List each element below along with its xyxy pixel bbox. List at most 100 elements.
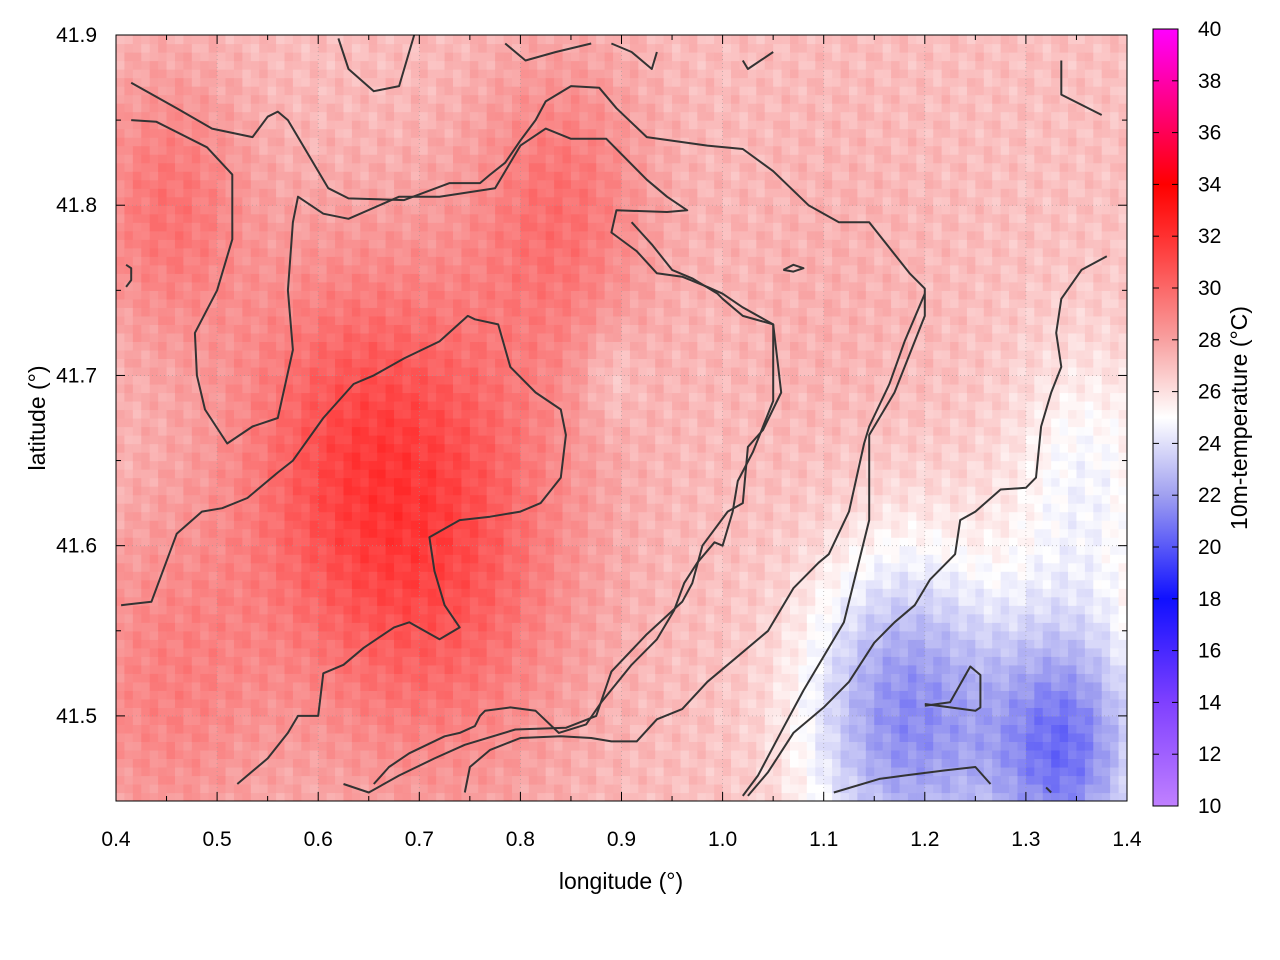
heat-cell <box>570 35 580 45</box>
heat-cell <box>116 324 126 334</box>
heat-cell <box>554 264 564 274</box>
heat-cell <box>124 579 134 589</box>
heat-cell <box>402 60 412 70</box>
heat-cell <box>554 452 564 462</box>
heat-cell <box>469 298 479 308</box>
heat-cell <box>570 571 580 581</box>
heat-cell <box>242 383 252 394</box>
heat-cell <box>250 520 260 530</box>
heat-cell <box>124 698 134 708</box>
heat-cell <box>217 579 227 589</box>
heat-cell <box>183 273 193 283</box>
heat-cell <box>242 469 252 479</box>
heat-cell <box>191 154 201 164</box>
heat-cell <box>520 741 530 751</box>
heat-cell <box>318 103 328 113</box>
heat-cell <box>377 690 387 700</box>
heat-cell <box>478 426 488 436</box>
heat-cell <box>545 435 555 445</box>
heat-cell <box>537 469 547 479</box>
heat-cell <box>453 469 463 479</box>
heat-cell <box>174 486 185 496</box>
heat-cell <box>579 579 589 589</box>
heat-cell <box>174 60 185 70</box>
heat-cell <box>166 469 176 479</box>
heat-cell <box>225 60 235 70</box>
heat-cell <box>495 273 505 283</box>
heat-cell <box>200 94 210 104</box>
heat-cell <box>360 418 370 428</box>
heat-cell <box>284 622 294 632</box>
heat-cell <box>208 273 218 283</box>
heat-cell <box>478 571 488 581</box>
heat-cell <box>537 162 547 172</box>
heat-cell <box>233 758 243 768</box>
heat-cell <box>292 60 302 70</box>
heat-cell <box>335 579 345 589</box>
heat-cell <box>301 673 311 683</box>
heat-cell <box>545 307 555 317</box>
heat-cell <box>191 230 201 240</box>
heat-cell <box>511 222 522 232</box>
heat-cell <box>149 86 159 96</box>
heat-cell <box>570 188 580 198</box>
heat-cell <box>217 554 227 564</box>
heat-cell <box>124 77 134 87</box>
heat-cell <box>343 758 353 768</box>
heat-cell <box>368 435 378 445</box>
heat-cell <box>537 213 547 223</box>
heat-cell <box>208 681 218 691</box>
heat-cell <box>545 545 555 555</box>
heat-cell <box>309 630 319 640</box>
heat-cell <box>469 452 479 462</box>
heat-cell <box>200 86 210 96</box>
heat-cell <box>469 222 479 232</box>
heat-cell <box>335 698 345 708</box>
heat-cell <box>132 528 142 538</box>
heat-cell <box>309 664 319 674</box>
heat-cell <box>495 537 505 547</box>
heat-cell <box>469 400 479 411</box>
heat-cell <box>116 366 126 377</box>
heat-cell <box>301 698 311 708</box>
heat-cell <box>259 230 269 240</box>
heat-cell <box>116 171 126 181</box>
heat-cell <box>124 520 134 530</box>
heat-cell <box>427 537 437 547</box>
heat-cell <box>149 315 159 325</box>
heat-cell <box>453 435 463 445</box>
heat-cell <box>301 103 311 113</box>
heat-cell <box>250 145 260 155</box>
heat-cell <box>511 435 522 445</box>
heat-cell <box>419 562 429 572</box>
heat-cell <box>174 732 185 743</box>
heat-cell <box>503 281 513 291</box>
heat-cell <box>394 103 404 113</box>
heat-cell <box>259 69 269 79</box>
heat-cell <box>486 171 496 181</box>
heat-cell <box>141 205 151 215</box>
heat-cell <box>208 43 218 53</box>
heat-cell <box>495 239 505 249</box>
heat-cell <box>217 315 227 325</box>
heat-cell <box>360 469 370 479</box>
heat-cell <box>419 418 429 428</box>
heat-cell <box>292 605 302 615</box>
heat-cell <box>225 426 235 436</box>
heat-cell <box>410 256 420 266</box>
heat-cell <box>318 222 328 232</box>
heat-cell <box>141 188 151 198</box>
heat-cell <box>116 94 126 104</box>
heat-cell <box>343 43 353 53</box>
heat-cell <box>528 435 538 445</box>
heat-cell <box>116 120 126 130</box>
heat-cell <box>402 341 412 351</box>
heat-cell <box>301 690 311 700</box>
heat-cell <box>570 222 580 232</box>
heat-cell <box>284 435 294 445</box>
heat-cell <box>579 545 589 555</box>
heat-cell <box>276 758 286 768</box>
heat-cell <box>141 298 151 308</box>
heat-cell <box>351 460 361 470</box>
heat-cell <box>276 749 286 760</box>
